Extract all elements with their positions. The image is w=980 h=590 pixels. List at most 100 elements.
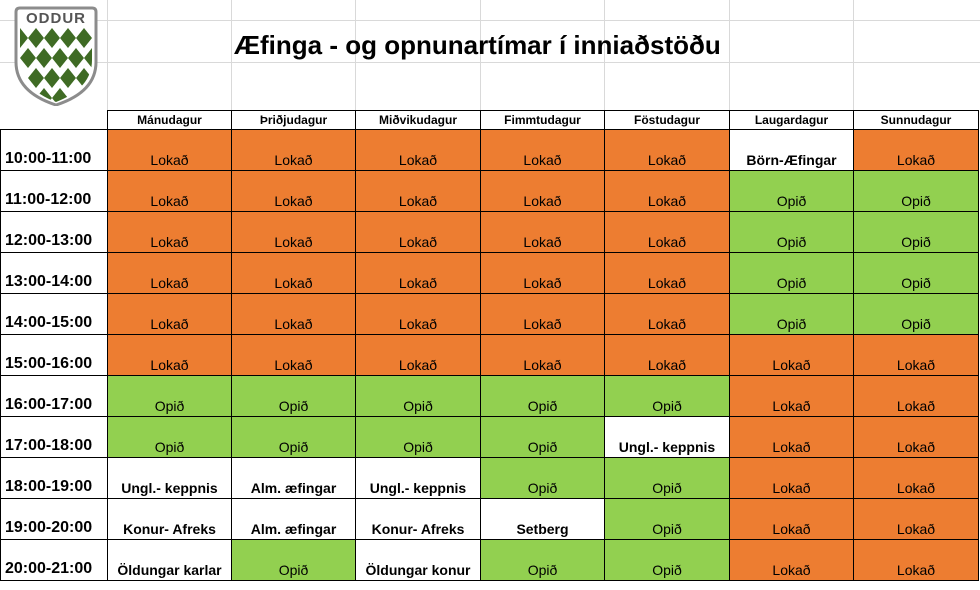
schedule-cell-event: Ungl.- keppnis [107, 457, 232, 499]
schedule-cell-closed: Lokað [729, 334, 854, 376]
day-header: Þriðjudagur [231, 110, 356, 130]
schedule-cell-closed: Lokað [853, 539, 979, 581]
schedule-cell-open: Opið [604, 539, 730, 581]
schedule-cell-closed: Lokað [604, 334, 730, 376]
schedule-cell-open: Opið [729, 211, 854, 253]
time-slot: 13:00-14:00 [0, 252, 108, 294]
schedule-cell-open: Opið [480, 457, 605, 499]
time-row: 18:00-19:00 Ungl.- keppnis Alm. æfingar Ung… [0, 457, 979, 499]
schedule-cell-closed: Lokað [355, 252, 481, 294]
time-row: 13:00-14:00 Lokað Lokað Lokað Lokað Lokað Opið… [0, 252, 979, 294]
page-title: Æfinga - og opnunartímar í inniaðstöðu [234, 30, 721, 60]
schedule-cell-open: Opið [729, 170, 854, 212]
schedule-cell-open: Opið [853, 170, 979, 212]
schedule-cell-closed: Lokað [107, 129, 232, 171]
schedule-cell-closed: Lokað [355, 170, 481, 212]
schedule-cell-event: Öldungar konur [355, 539, 481, 581]
schedule-cell-closed: Lokað [604, 170, 730, 212]
time-slot: 15:00-16:00 [0, 334, 108, 376]
day-header: Laugardagur [729, 110, 854, 130]
schedule-cell-open: Opið [604, 457, 730, 499]
schedule-cell-closed: Lokað [355, 129, 481, 171]
schedule-cell-event: Ungl.- keppnis [355, 457, 481, 499]
schedule-cell-open: Opið [729, 252, 854, 294]
schedule-cell-event: Ungl.- keppnis [604, 416, 730, 458]
time-slot: 17:00-18:00 [0, 416, 108, 458]
time-row: 11:00-12:00 Lokað Lokað Lokað Lokað Lokað Opið… [0, 170, 979, 212]
schedule-cell-closed: Lokað [480, 211, 605, 253]
schedule-cell-closed: Lokað [107, 170, 232, 212]
time-slot: 14:00-15:00 [0, 293, 108, 335]
day-header: Sunnudagur [853, 110, 979, 130]
schedule-cell-open: Opið [480, 539, 605, 581]
schedule-cell-open: Opið [231, 539, 356, 581]
schedule-cell-closed: Lokað [729, 375, 854, 417]
schedule-cell-closed: Lokað [604, 293, 730, 335]
schedule-cell-event: Setberg [480, 498, 605, 540]
time-slot: 20:00-21:00 [0, 539, 108, 581]
time-slot: 12:00-13:00 [0, 211, 108, 253]
schedule-cell-closed: Lokað [107, 211, 232, 253]
schedule-cell-closed: Lokað [853, 375, 979, 417]
schedule-cell-closed: Lokað [231, 334, 356, 376]
schedule-cell-closed: Lokað [231, 211, 356, 253]
time-slot: 18:00-19:00 [0, 457, 108, 499]
schedule-cell-closed: Lokað [355, 293, 481, 335]
schedule-cell-closed: Lokað [853, 334, 979, 376]
schedule-cell-closed: Lokað [480, 293, 605, 335]
schedule-cell-closed: Lokað [853, 457, 979, 499]
schedule-cell-event: Alm. æfingar [231, 498, 356, 540]
schedule-cell-open: Opið [604, 498, 730, 540]
schedule-cell-open: Opið [853, 252, 979, 294]
schedule-cell-closed: Lokað [231, 129, 356, 171]
schedule-cell-closed: Lokað [480, 252, 605, 294]
schedule-cell-open: Opið [853, 211, 979, 253]
schedule-cell-closed: Lokað [107, 252, 232, 294]
day-header: Föstudagur [604, 110, 730, 130]
schedule-cell-closed: Lokað [231, 252, 356, 294]
corner-cell [0, 110, 108, 130]
schedule-cell-closed: Lokað [355, 334, 481, 376]
schedule-cell-closed: Lokað [480, 170, 605, 212]
schedule-cell-open: Opið [231, 416, 356, 458]
schedule-cell-closed: Lokað [480, 334, 605, 376]
schedule-cell-open: Opið [729, 293, 854, 335]
time-row: 15:00-16:00 Lokað Lokað Lokað Lokað Lokað Loka… [0, 334, 979, 376]
schedule-cell-closed: Lokað [107, 293, 232, 335]
schedule-cell-event: Alm. æfingar [231, 457, 356, 499]
oddur-logo: ODDUR [14, 6, 98, 107]
time-row: 10:00-11:00 Lokað Lokað Lokað Lokað Lokað Börn… [0, 129, 979, 171]
day-header-row: Mánudagur Þriðjudagur Miðvikudagur Fimmtuda… [0, 110, 979, 130]
schedule-cell-closed: Lokað [355, 211, 481, 253]
time-row: 14:00-15:00 Lokað Lokað Lokað Lokað Lokað Opið… [0, 293, 979, 335]
schedule-cell-open: Opið [231, 375, 356, 417]
schedule-cell-open: Opið [107, 416, 232, 458]
schedule-table: Mánudagur Þriðjudagur Miðvikudagur Fimmtuda… [0, 110, 979, 581]
schedule-cell-closed: Lokað [853, 416, 979, 458]
day-header: Mánudagur [107, 110, 232, 130]
schedule-cell-closed: Lokað [604, 129, 730, 171]
schedule-cell-closed: Lokað [107, 334, 232, 376]
time-slot: 11:00-12:00 [0, 170, 108, 212]
schedule-cell-event: Konur- Afreks [107, 498, 232, 540]
schedule-cell-open: Opið [107, 375, 232, 417]
day-header: Miðvikudagur [355, 110, 481, 130]
time-row: 12:00-13:00 Lokað Lokað Lokað Lokað Lokað Opið… [0, 211, 979, 253]
schedule-cell-closed: Lokað [729, 457, 854, 499]
schedule-cell-event: Börn-Æfingar [729, 129, 854, 171]
schedule-cell-closed: Lokað [480, 129, 605, 171]
schedule-cell-closed: Lokað [853, 498, 979, 540]
sheet-gridlines [0, 0, 980, 110]
shield-logo-icon: ODDUR [14, 6, 98, 107]
schedule-cell-open: Opið [355, 416, 481, 458]
time-slot: 16:00-17:00 [0, 375, 108, 417]
time-row: 16:00-17:00 Opið Opið Opið Opið Opið Lokað Loka… [0, 375, 979, 417]
schedule-cell-event: Öldungar karlar [107, 539, 232, 581]
time-slot: 19:00-20:00 [0, 498, 108, 540]
schedule-cell-closed: Lokað [231, 293, 356, 335]
time-row: 20:00-21:00 Öldungar karlar Opið Öldungar k… [0, 539, 979, 581]
schedule-cell-open: Opið [853, 293, 979, 335]
schedule-cell-open: Opið [355, 375, 481, 417]
schedule-cell-open: Opið [480, 375, 605, 417]
schedule-cell-closed: Lokað [729, 498, 854, 540]
